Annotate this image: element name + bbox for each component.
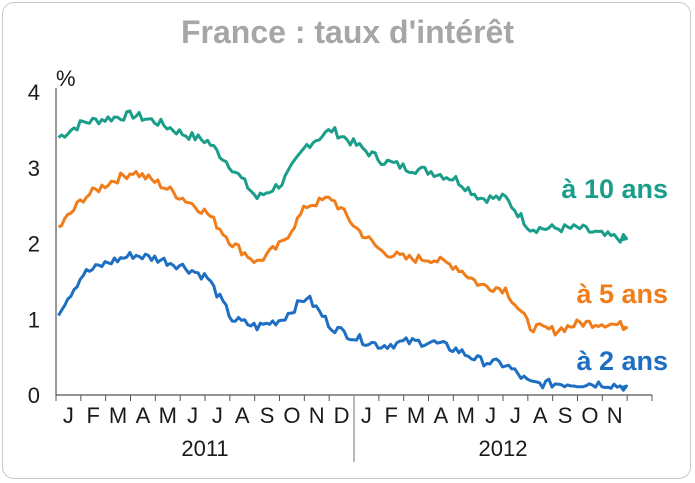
x-tick-label: N: [607, 403, 623, 428]
x-tick-label: J: [63, 403, 74, 428]
x-tick-label: M: [159, 403, 177, 428]
x-tick-label: J: [187, 403, 198, 428]
x-tick-label: F: [87, 403, 100, 428]
series-line: [57, 109, 628, 244]
x-tick-label: A: [136, 403, 151, 428]
x-tick-label: J: [485, 403, 496, 428]
x-tick-label: O: [581, 403, 598, 428]
year-label: 2012: [479, 436, 528, 461]
x-tick-label: A: [434, 403, 449, 428]
x-tick-label: J: [361, 403, 372, 428]
x-tick-label: A: [235, 403, 250, 428]
y-axis-unit: %: [56, 66, 76, 91]
x-tick-label: S: [260, 403, 275, 428]
x-tick-label: A: [533, 403, 548, 428]
series-label: à 2 ans: [576, 346, 668, 376]
x-tick-label: F: [385, 403, 398, 428]
y-tick-label: 2: [28, 232, 40, 257]
series-label: à 10 ans: [561, 174, 668, 204]
x-tick-label: O: [283, 403, 300, 428]
x-tick-label: M: [457, 403, 475, 428]
chart-frame: [2, 2, 691, 479]
year-label: 2011: [181, 436, 228, 461]
series-line: [57, 251, 628, 392]
series-line: [57, 170, 628, 337]
y-tick-label: 1: [28, 307, 40, 332]
x-tick-label: M: [407, 403, 425, 428]
chart-title: France : taux d'intérêt: [180, 14, 514, 50]
y-tick-label: 4: [28, 80, 40, 105]
x-tick-label: M: [109, 403, 127, 428]
x-tick-label: D: [334, 403, 350, 428]
x-tick-label: N: [309, 403, 325, 428]
y-tick-label: 3: [28, 156, 40, 181]
x-tick-label: J: [212, 403, 223, 428]
x-tick-label: J: [510, 403, 521, 428]
series-label: à 5 ans: [576, 279, 668, 309]
x-tick-label: S: [558, 403, 573, 428]
y-tick-label: 0: [28, 383, 40, 408]
